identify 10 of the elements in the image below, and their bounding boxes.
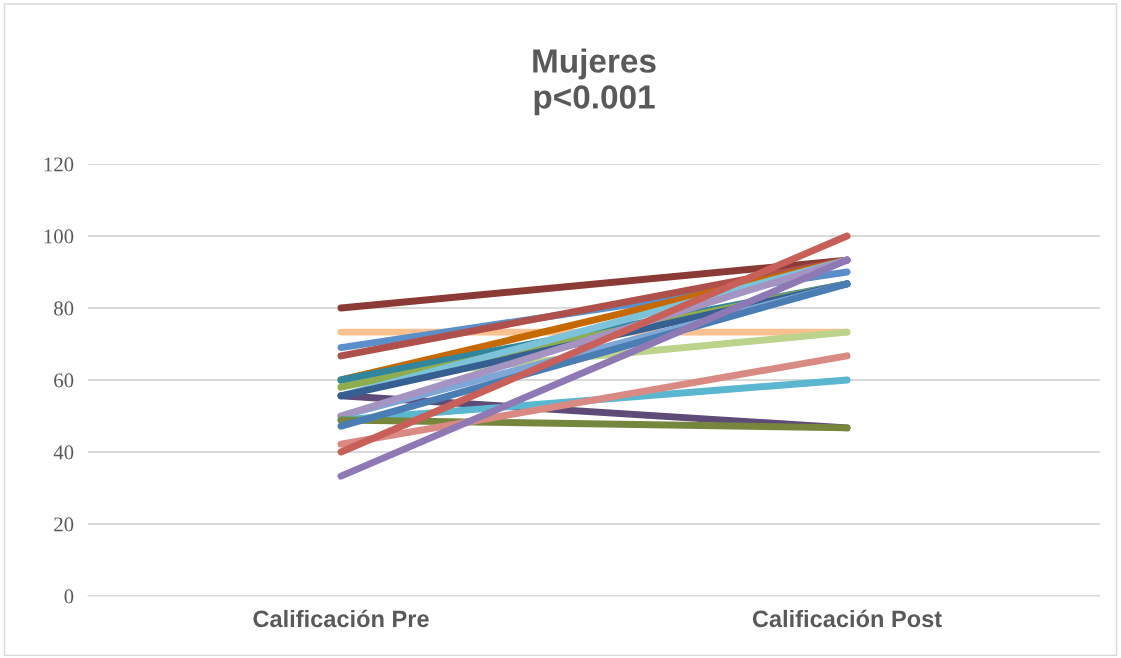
y-tick-label: 120 [44,157,74,172]
x-tick-label: Calificación Pre [253,609,429,628]
y-tick-label: 40 [53,445,74,460]
y-tick-label: 80 [54,301,74,316]
y-tick-label: 20 [54,517,74,532]
x-tick-label: Calificación Post [752,609,942,628]
y-tick-label: 60 [54,373,74,388]
chart-title: Mujeres p<0.001 [533,48,656,116]
y-tick-label: 100 [44,229,74,244]
y-tick-label: 0 [64,589,74,604]
